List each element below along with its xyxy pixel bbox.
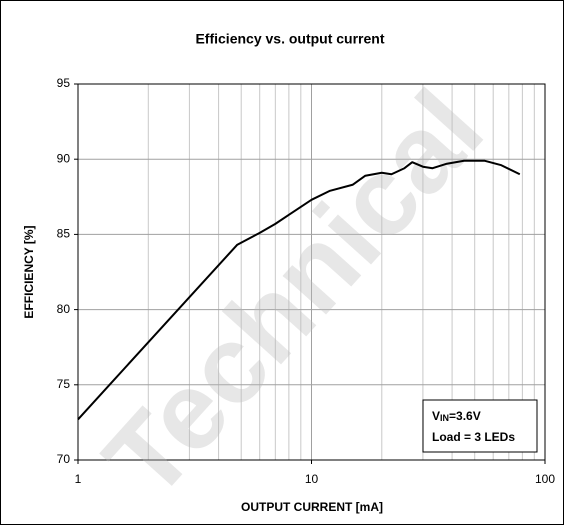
y-tick-label: 70 (57, 452, 71, 466)
chart-title: Efficiency vs. output current (195, 31, 384, 47)
annotation-line2: Load = 3 LEDs (432, 430, 515, 444)
annotation-v: V (432, 409, 440, 423)
x-tick-label: 10 (305, 472, 319, 486)
x-tick-label: 1 (75, 472, 82, 486)
line-series (77, 159, 521, 421)
y-tick-label: 95 (57, 76, 71, 90)
annotation-rest: =3.6V (449, 409, 481, 423)
y-tick-label: 80 (57, 302, 71, 316)
y-tick-label: 75 (57, 377, 71, 391)
y-tick-label: 90 (57, 151, 71, 165)
annotation-box (422, 399, 538, 453)
x-tick-label: 100 (535, 472, 555, 486)
y-tick-label: 85 (57, 227, 71, 241)
annotation: VIN=3.6V (432, 409, 481, 423)
y-axis-label: EFFICIENCY [%] (22, 225, 36, 318)
x-axis-label: OUTPUT CURRENT [mA] (241, 500, 383, 514)
annotation-sub: IN (440, 413, 449, 423)
